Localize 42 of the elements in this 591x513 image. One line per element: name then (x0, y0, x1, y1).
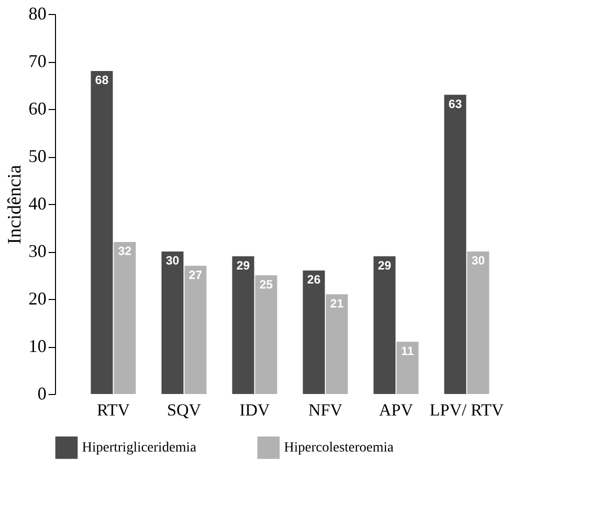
data-label: 30 (471, 254, 486, 268)
y-tick-label: 50 (28, 146, 46, 166)
y-tick-label: 70 (28, 51, 46, 71)
legend-label: Hipertrigliceridemia (82, 440, 198, 456)
y-tick-label: 60 (28, 98, 46, 118)
bar (184, 266, 206, 394)
x-tick-label: SQV (166, 400, 202, 420)
bar (302, 270, 325, 394)
bar (114, 242, 136, 394)
data-label: 11 (401, 344, 414, 358)
bar (396, 342, 418, 394)
bar (90, 71, 113, 394)
data-label: 29 (236, 258, 250, 272)
legend-label: Hipercolesteroemia (284, 440, 394, 456)
y-tick-label: 40 (28, 194, 46, 214)
y-tick-label: 30 (28, 241, 46, 261)
y-tick-label: 10 (28, 336, 46, 356)
bar (374, 256, 396, 394)
bar (326, 294, 348, 394)
y-tick-label: 80 (28, 4, 46, 24)
data-label: 26 (307, 272, 321, 286)
data-label: 25 (259, 277, 274, 292)
bar (467, 252, 490, 394)
x-tick-label: APV (379, 400, 414, 420)
x-tick-label: IDV (240, 400, 270, 420)
data-label: 29 (378, 258, 392, 272)
data-label: 27 (188, 268, 202, 282)
y-tick-label: 0 (38, 384, 46, 404)
data-label: 30 (166, 254, 180, 268)
data-label: 21 (330, 296, 344, 310)
x-tick-label: RTV (96, 400, 131, 420)
bar (255, 275, 278, 394)
y-axis-title: Incidência (4, 164, 26, 244)
data-label: 63 (448, 96, 462, 111)
x-tick-label: NFV (308, 400, 344, 420)
data-label: 32 (118, 244, 132, 258)
data-label: 68 (95, 73, 109, 87)
bar (162, 252, 184, 394)
bar (444, 94, 466, 394)
y-tick-label: 20 (28, 288, 46, 308)
x-tick-label: LPV/ RTV (430, 400, 504, 420)
bar (232, 256, 254, 394)
